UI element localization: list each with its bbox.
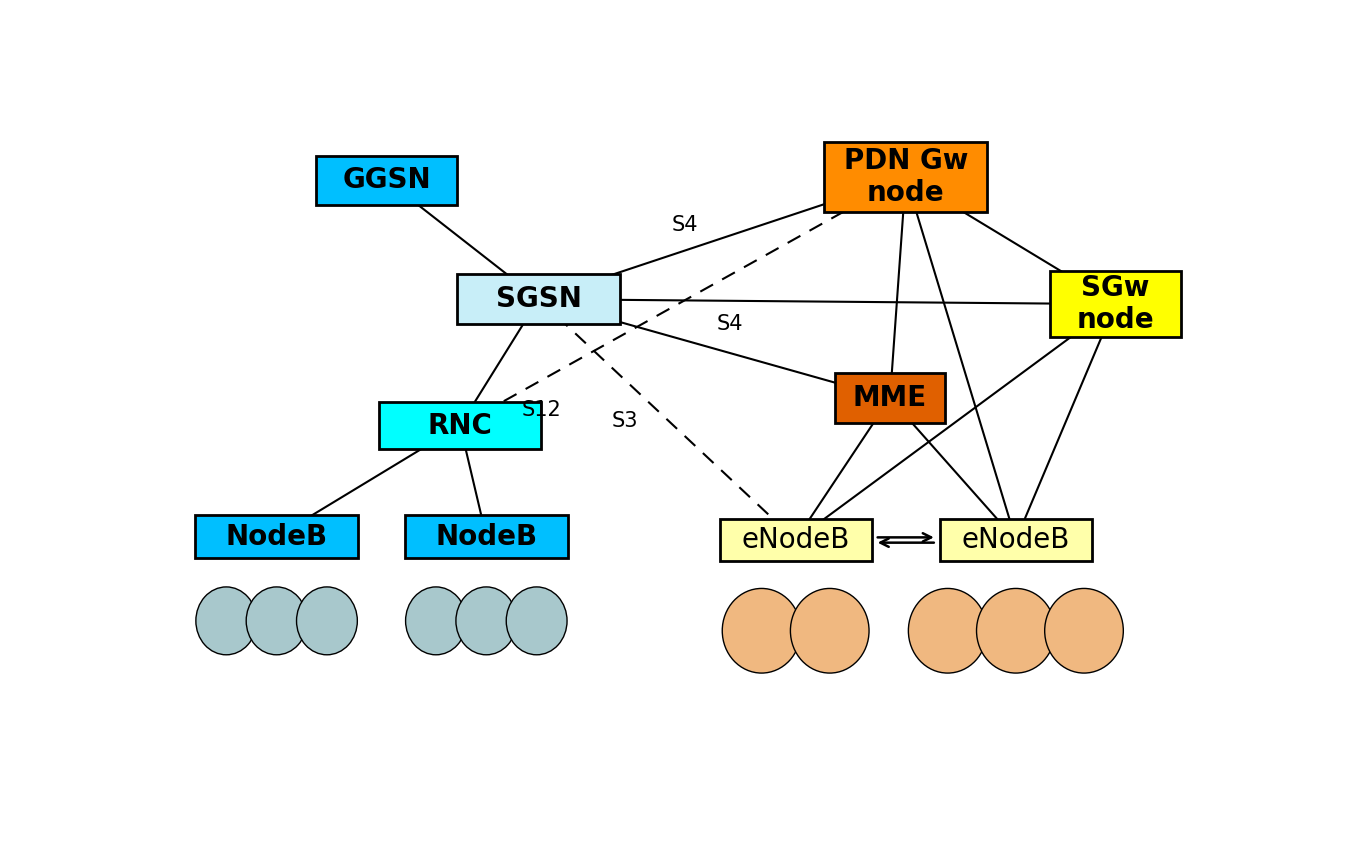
Text: S4: S4: [672, 215, 698, 235]
Text: SGw
node: SGw node: [1077, 274, 1154, 334]
Ellipse shape: [506, 587, 567, 655]
Ellipse shape: [246, 587, 307, 655]
FancyBboxPatch shape: [195, 515, 357, 558]
FancyBboxPatch shape: [1050, 271, 1181, 337]
Text: MME: MME: [852, 384, 927, 412]
Text: eNodeB: eNodeB: [741, 526, 850, 554]
Text: S4: S4: [717, 314, 743, 334]
Text: S3: S3: [612, 411, 639, 431]
Ellipse shape: [456, 587, 517, 655]
Text: SGSN: SGSN: [495, 285, 582, 313]
FancyBboxPatch shape: [824, 142, 988, 212]
Ellipse shape: [1045, 589, 1123, 673]
Text: NodeB: NodeB: [436, 523, 537, 551]
Text: RNC: RNC: [428, 411, 492, 440]
FancyBboxPatch shape: [379, 402, 541, 449]
FancyBboxPatch shape: [457, 274, 620, 324]
FancyBboxPatch shape: [720, 518, 871, 561]
Ellipse shape: [977, 589, 1055, 673]
Ellipse shape: [723, 589, 801, 673]
Text: PDN Gw
node: PDN Gw node: [843, 147, 967, 207]
FancyBboxPatch shape: [940, 518, 1092, 561]
FancyBboxPatch shape: [835, 374, 944, 423]
FancyBboxPatch shape: [405, 515, 568, 558]
Ellipse shape: [406, 587, 467, 655]
Ellipse shape: [908, 589, 988, 673]
Text: NodeB: NodeB: [226, 523, 327, 551]
Ellipse shape: [790, 589, 869, 673]
Ellipse shape: [296, 587, 357, 655]
Text: S12: S12: [521, 399, 561, 420]
Ellipse shape: [196, 587, 257, 655]
Text: GGSN: GGSN: [342, 166, 432, 195]
FancyBboxPatch shape: [317, 156, 457, 205]
Text: eNodeB: eNodeB: [962, 526, 1070, 554]
